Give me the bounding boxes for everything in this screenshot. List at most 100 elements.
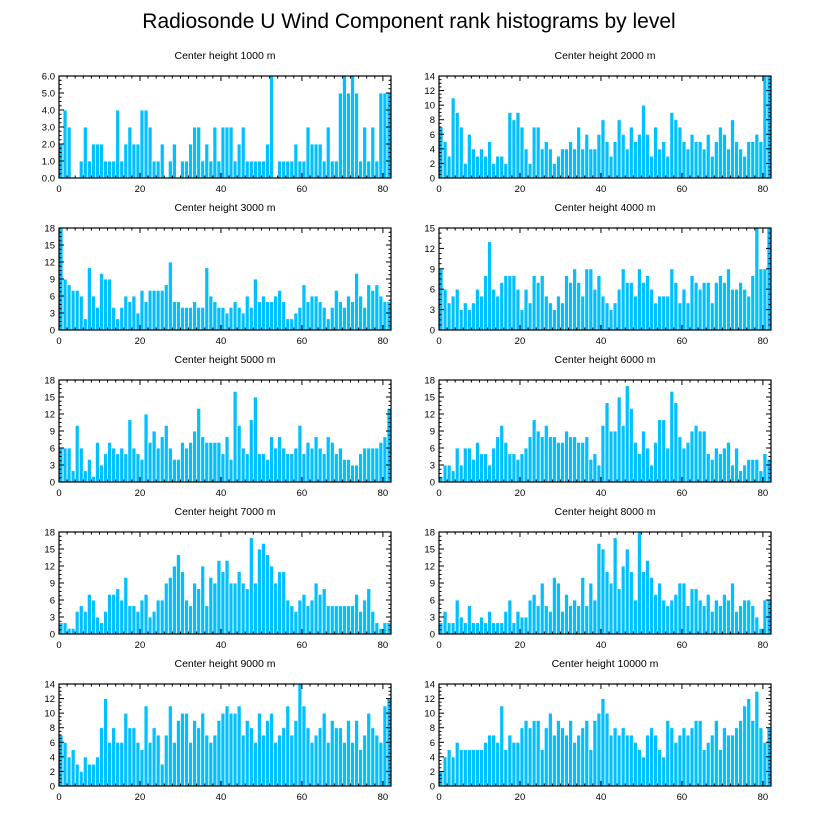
histogram-bar xyxy=(309,295,315,331)
y-tick-label: 18 xyxy=(424,376,435,387)
y-tick-label: 9 xyxy=(50,427,55,438)
histogram-bar xyxy=(458,309,464,331)
y-tick-label: 3 xyxy=(50,461,55,472)
histogram-bar xyxy=(297,683,303,787)
histogram-bar xyxy=(511,453,517,483)
histogram-bar xyxy=(184,447,189,483)
histogram-bar xyxy=(734,141,740,179)
histogram-bar xyxy=(632,141,638,179)
histogram-bar xyxy=(236,306,242,331)
histogram-bar xyxy=(560,610,565,635)
histogram-bar xyxy=(321,453,327,483)
y-tick-label: 6 xyxy=(50,292,55,303)
histogram-bar xyxy=(685,302,691,331)
histogram-bar xyxy=(155,447,161,483)
y-tick-label: 0.0 xyxy=(42,174,55,185)
histogram-bar xyxy=(495,741,501,787)
histogram-bar xyxy=(188,143,194,179)
histogram-bar xyxy=(697,141,703,179)
histogram-bar xyxy=(539,436,545,483)
histogram-bar xyxy=(612,537,618,635)
histogram-bar xyxy=(358,295,364,331)
x-tick-label: 60 xyxy=(677,792,688,803)
histogram-bar xyxy=(665,155,671,179)
histogram-bar xyxy=(378,441,384,483)
histogram-bar xyxy=(244,160,250,179)
histogram-bar xyxy=(479,749,484,787)
y-tick-label: 0 xyxy=(50,478,55,489)
histogram-bar xyxy=(78,447,84,483)
histogram-bar xyxy=(450,622,456,635)
histogram-bar xyxy=(588,148,594,179)
histogram-bar xyxy=(661,599,667,635)
histogram-bar xyxy=(487,141,493,179)
histogram-bar xyxy=(535,281,541,331)
histogram-bar xyxy=(722,593,727,635)
histogram-bar xyxy=(208,576,214,635)
histogram-bar xyxy=(762,741,768,787)
x-tick-label: 60 xyxy=(297,336,308,347)
histogram-bar xyxy=(228,306,234,331)
histogram-bar xyxy=(547,436,553,483)
histogram-bar xyxy=(171,741,177,787)
x-tick-label: 40 xyxy=(596,640,607,651)
histogram-bar xyxy=(624,548,630,635)
histogram-bar xyxy=(584,720,590,787)
histogram-bar xyxy=(608,582,614,635)
histogram-bar xyxy=(147,289,153,331)
histogram-bar xyxy=(305,441,311,483)
y-tick-label: 6 xyxy=(430,738,435,749)
histogram-bar xyxy=(200,712,206,787)
histogram-bar xyxy=(103,278,108,331)
histogram-bar xyxy=(204,734,210,787)
histogram-bar xyxy=(176,720,181,787)
histogram-bar xyxy=(628,734,634,787)
histogram-bar xyxy=(188,605,194,635)
y-tick-label: 18 xyxy=(44,528,55,539)
histogram-bar xyxy=(370,289,376,331)
panel-title: Center height 2000 m xyxy=(555,50,656,62)
histogram-bar xyxy=(151,610,157,635)
histogram-bar xyxy=(722,281,727,331)
histogram-panel-3: Center height 3000 m 0 20 40 60 80 0 3 6 9 12 15 18 xyxy=(44,202,392,347)
histogram-bar xyxy=(66,447,72,483)
histogram-bar xyxy=(115,741,121,787)
histogram-bar xyxy=(535,605,541,635)
histogram-bar xyxy=(382,92,388,179)
histogram-bar xyxy=(297,306,303,331)
x-tick-label: 60 xyxy=(677,184,688,195)
histogram-bar xyxy=(746,141,752,179)
y-tick-label: 15 xyxy=(44,241,55,252)
histogram-bar xyxy=(584,605,590,635)
histogram-bar xyxy=(750,141,756,179)
x-tick-label: 60 xyxy=(297,488,308,499)
histogram-bar xyxy=(758,470,764,483)
y-tick-label: 15 xyxy=(44,545,55,556)
histogram-bar xyxy=(454,599,460,635)
histogram-bar xyxy=(705,741,711,787)
histogram-bar xyxy=(693,588,699,635)
histogram-bar xyxy=(503,275,509,331)
histogram-bar xyxy=(580,148,586,179)
x-tick-label: 60 xyxy=(677,336,688,347)
x-tick-label: 60 xyxy=(297,792,308,803)
histogram-bar xyxy=(281,160,287,179)
histogram-bar xyxy=(196,407,202,483)
histogram-bar xyxy=(135,143,141,179)
histogram-bar xyxy=(616,396,622,483)
histogram-bar xyxy=(588,268,594,331)
histogram-bar xyxy=(329,160,335,179)
histogram-bar xyxy=(256,301,262,331)
histogram-bar xyxy=(511,275,517,331)
histogram-bar xyxy=(604,571,610,635)
histogram-bar xyxy=(180,306,185,331)
histogram-bar xyxy=(99,727,104,787)
histogram-bar xyxy=(503,610,509,635)
histogram-bar xyxy=(261,453,266,483)
histogram-bar xyxy=(596,712,602,787)
histogram-bar xyxy=(111,306,117,331)
x-tick-label: 20 xyxy=(515,184,526,195)
histogram-bar xyxy=(192,582,198,635)
histogram-bar xyxy=(543,605,549,635)
